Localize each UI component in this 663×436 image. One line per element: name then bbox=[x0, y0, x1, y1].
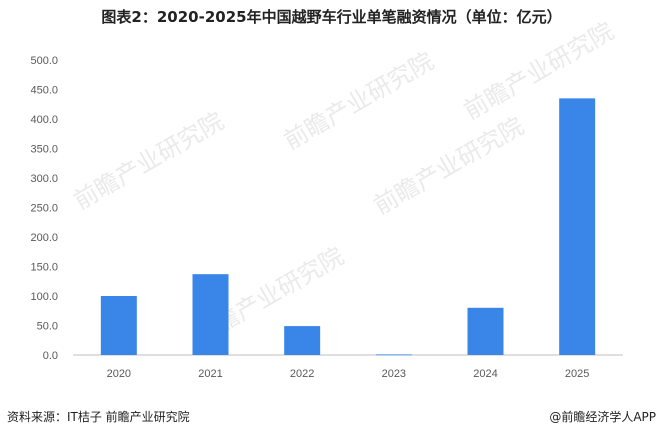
y-tick-label: 50.0 bbox=[37, 321, 58, 333]
x-tick-label: 2022 bbox=[290, 368, 314, 380]
x-tick-label: 2021 bbox=[198, 368, 222, 380]
y-tick-label: 100.0 bbox=[30, 291, 58, 303]
y-tick-label: 300.0 bbox=[30, 173, 58, 185]
x-tick-label: 2024 bbox=[473, 368, 497, 380]
brand-credit: @前瞻经济学人APP bbox=[549, 410, 656, 424]
y-tick-label: 350.0 bbox=[30, 144, 58, 156]
y-axis-ticks: 0.0 50.0 100.0 150.0 200.0 250.0 300.0 350.0 400… bbox=[30, 55, 58, 362]
bars bbox=[100, 98, 596, 356]
y-tick-label: 0.0 bbox=[43, 350, 58, 362]
bar-2021 bbox=[192, 274, 229, 355]
y-tick-label: 400.0 bbox=[30, 114, 58, 126]
source-note: 资料来源：IT桔子 前瞻产业研究院 bbox=[7, 410, 190, 424]
y-tick-label: 450.0 bbox=[30, 85, 58, 97]
bar-2024 bbox=[467, 307, 504, 355]
x-axis-ticks: 2020 2021 2022 2023 2024 2025 bbox=[107, 368, 590, 380]
x-tick-label: 2023 bbox=[382, 368, 406, 380]
x-tick-label: 2025 bbox=[565, 368, 589, 380]
watermark: 前瞻产业研究院 bbox=[279, 47, 438, 155]
y-tick-label: 250.0 bbox=[30, 203, 58, 215]
watermark: 前瞻产业研究院 bbox=[69, 107, 228, 215]
bar-2020 bbox=[100, 296, 137, 355]
y-tick-label: 500.0 bbox=[30, 55, 58, 67]
y-tick-label: 200.0 bbox=[30, 232, 58, 244]
watermark: 前瞻产业研究院 bbox=[369, 112, 528, 220]
bar-2025 bbox=[559, 98, 596, 355]
bar-2022 bbox=[284, 326, 321, 355]
y-tick-label: 150.0 bbox=[30, 262, 58, 274]
chart-title: 图表2：2020-2025年中国越野车行业单笔融资情况（单位：亿元） bbox=[101, 8, 562, 26]
x-tick-label: 2020 bbox=[107, 368, 131, 380]
bar-2023 bbox=[375, 354, 412, 356]
